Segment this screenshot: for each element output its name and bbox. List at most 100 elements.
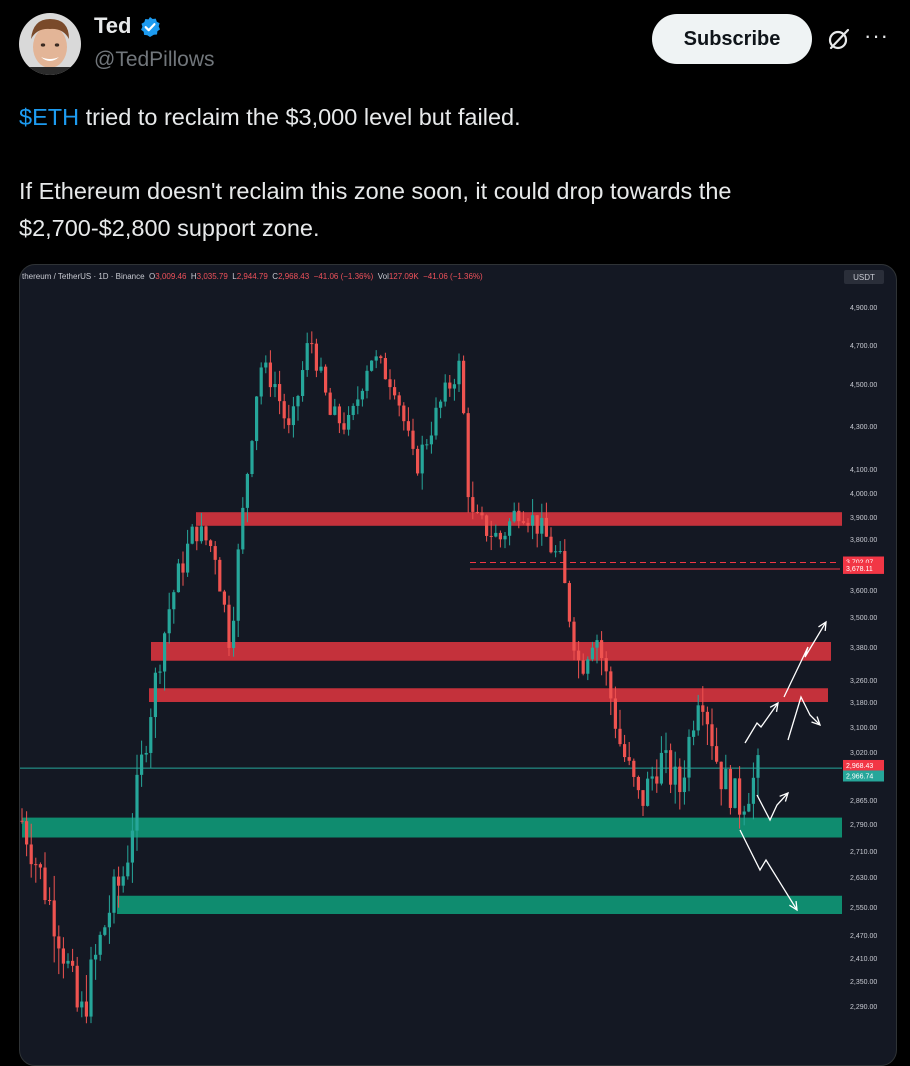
candle-body bbox=[227, 604, 231, 648]
candle-body bbox=[365, 370, 369, 391]
candle-body bbox=[140, 754, 144, 775]
vol-value: 127.09K bbox=[388, 272, 419, 281]
candle-body bbox=[158, 671, 162, 673]
candle-body bbox=[130, 830, 134, 863]
tweet-line-2: If Ethereum doesn't reclaim this zone so… bbox=[19, 178, 732, 241]
candle-body bbox=[540, 517, 544, 534]
candle-body bbox=[682, 777, 686, 793]
grok-icon[interactable] bbox=[826, 26, 852, 52]
candle-body bbox=[195, 526, 199, 542]
candle-body bbox=[43, 867, 47, 901]
candle-body bbox=[351, 405, 355, 415]
subscribe-button[interactable]: Subscribe bbox=[652, 14, 812, 64]
candle-body bbox=[577, 650, 581, 661]
candle-body bbox=[98, 934, 102, 955]
candle-body bbox=[678, 766, 682, 793]
avatar[interactable] bbox=[19, 13, 81, 75]
candle-body bbox=[342, 423, 346, 430]
price-tag bbox=[843, 770, 884, 782]
candle-body bbox=[20, 820, 24, 822]
candle-body bbox=[218, 559, 222, 592]
candle-body bbox=[282, 401, 286, 419]
candle-body bbox=[397, 395, 401, 406]
candle-body bbox=[89, 959, 93, 1017]
candle-body bbox=[250, 441, 254, 475]
candle-body bbox=[38, 864, 42, 868]
candle-body bbox=[287, 418, 291, 426]
candle-body bbox=[471, 497, 475, 512]
close-label: C bbox=[272, 272, 279, 281]
resistance-zone bbox=[149, 688, 828, 702]
candle-body bbox=[655, 776, 659, 784]
axis-tick-label: 3,380.00 bbox=[850, 645, 877, 652]
candle-body bbox=[25, 821, 29, 845]
candle-body bbox=[337, 406, 341, 424]
candle-body bbox=[278, 384, 282, 402]
candle-body bbox=[439, 401, 443, 408]
axis-tick-label: 2,630.00 bbox=[850, 875, 877, 882]
candle-body bbox=[710, 724, 714, 747]
candle-body bbox=[236, 549, 240, 621]
verified-badge-icon bbox=[141, 17, 160, 37]
candle-body bbox=[742, 811, 746, 815]
axis-tick-label: 2,790.00 bbox=[850, 822, 877, 829]
candle-body bbox=[600, 640, 604, 659]
price-tag-label: 2,966.74 bbox=[846, 773, 873, 780]
author-name[interactable]: Ted bbox=[94, 13, 132, 38]
high-value: 3,035.79 bbox=[196, 272, 228, 281]
candle-body bbox=[181, 563, 185, 573]
cashtag-link[interactable]: $ETH bbox=[19, 104, 80, 130]
price-chart: 4,900.00 4,700.00 4,500.00 4,300.00 4,100.00… bbox=[20, 305, 884, 1024]
more-options-icon[interactable]: ··· bbox=[864, 23, 889, 48]
candle-body bbox=[103, 927, 107, 935]
candle-body bbox=[756, 755, 760, 778]
candle-body bbox=[176, 563, 180, 593]
bullish-arrow-head bbox=[769, 701, 779, 712]
currency-button[interactable]: USDT bbox=[844, 270, 884, 284]
candle-body bbox=[526, 522, 530, 526]
candle-body bbox=[232, 620, 236, 648]
candle-body bbox=[347, 414, 351, 430]
candle-body bbox=[52, 900, 56, 937]
candle-body bbox=[457, 360, 461, 385]
candle-body bbox=[535, 515, 539, 534]
axis-tick-label: 4,700.00 bbox=[850, 343, 877, 350]
bullish-arrow-head bbox=[818, 620, 827, 632]
high-label: H bbox=[190, 272, 197, 281]
axis-tick-label: 2,710.00 bbox=[850, 849, 877, 856]
low-label: L bbox=[232, 272, 237, 281]
candle-body bbox=[521, 521, 525, 523]
change-value: −41.06 (−1.36%) bbox=[313, 272, 374, 281]
axis-tick-label: 2,865.00 bbox=[850, 798, 877, 805]
candle-body bbox=[705, 711, 709, 725]
candle-body bbox=[636, 776, 640, 791]
candle-body bbox=[641, 790, 645, 806]
support-zone bbox=[117, 895, 842, 914]
low-value: 2,944.79 bbox=[236, 272, 268, 281]
chart-symbol: thereum / TetherUS · 1D · Binance bbox=[22, 272, 145, 281]
candle-body bbox=[199, 526, 203, 542]
candle-body bbox=[420, 444, 424, 474]
candle-body bbox=[241, 507, 245, 550]
scenario-arrow bbox=[787, 695, 821, 741]
candle-body bbox=[370, 360, 374, 371]
candle-body bbox=[452, 384, 456, 389]
candle-body bbox=[646, 778, 650, 806]
candle-body bbox=[590, 647, 594, 660]
candle-body bbox=[268, 362, 272, 388]
candle-body bbox=[66, 960, 70, 964]
candle-body bbox=[475, 511, 479, 513]
axis-tick-label: 3,600.00 bbox=[850, 588, 877, 595]
candle-body bbox=[107, 912, 111, 928]
axis-tick-label: 2,470.00 bbox=[850, 933, 877, 940]
author-handle[interactable]: @TedPillows bbox=[94, 48, 215, 71]
candle-body bbox=[213, 546, 217, 560]
price-tag-label: 3,678.11 bbox=[846, 566, 873, 573]
candle-body bbox=[609, 671, 613, 699]
axis-tick-label: 3,020.00 bbox=[850, 750, 877, 757]
candle-body bbox=[425, 444, 429, 446]
chart-image[interactable]: 4,900.00 4,700.00 4,500.00 4,300.00 4,100.00… bbox=[19, 264, 897, 1066]
bearish-arrow bbox=[739, 829, 798, 911]
candle-body bbox=[531, 515, 535, 526]
candle-body bbox=[595, 640, 599, 648]
